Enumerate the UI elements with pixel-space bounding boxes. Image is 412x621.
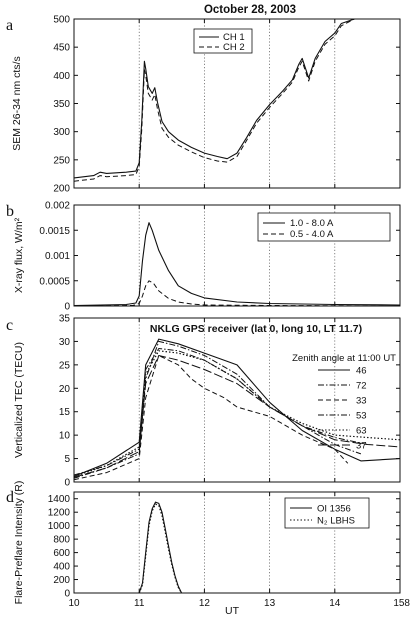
y-axis-label: Flare-Preflare Intensity (R) [13,481,25,605]
y-tick-label: 30 [59,337,71,348]
y-tick-label: 300 [53,127,70,138]
x-tick-label: 10 [68,598,80,609]
plot-frame [73,491,401,594]
y-tick-label: 500 [53,15,70,26]
x-tick-label: 12 [199,598,211,609]
y-tick-label: 800 [53,535,70,546]
panel-b: 0 0.0005 0.001 0.0015 0.002 X-ray flux, W/m²b… [6,201,401,313]
legend-label: 72 [356,381,367,392]
legend-label: 37 [356,441,367,452]
y-tick-label: 200 [53,575,70,586]
panel-letter: b [6,203,14,220]
y-tick-label: 0 [64,478,70,489]
series-line [74,222,400,306]
panel-letter: c [6,317,13,334]
legend: CH 1CH 2 [193,28,253,54]
y-tick-label: 35 [59,314,71,325]
y-tick-label: 0 [64,302,70,313]
y-tick-label: 1400 [48,494,71,505]
x-tick-label: 158 [393,598,410,609]
legend: 1.0 - 8.0 A0.5 - 4.0 A [257,212,391,242]
series-line [74,355,400,478]
y-tick-label: 600 [53,548,70,559]
y-tick-label: 200 [53,184,70,195]
panel-a: 200 250 300 350 400 450 500 SEM 26-34 nm cts/s a… [6,15,401,195]
panel-d: 0 200 400 600 800 1000 1200 1400 Flare-Preflare … [6,481,401,605]
legend-label: 0.5 - 4.0 A [290,229,334,240]
panel-letter: a [6,17,13,34]
y-axis-label: X-ray flux, W/m² [13,217,25,293]
series-line [138,503,183,593]
x-tick-labels: 10 11 12 13 14 158 [68,598,410,609]
y-tick-label: 0.001 [45,251,70,262]
legend-label: 63 [356,426,367,437]
panel-letter: d [6,489,14,506]
y-tick-label: 450 [53,43,70,54]
legend-title: Zenith angle at 11:00 UT [292,353,396,364]
y-tick-label: 25 [59,360,71,371]
legend-label: 46 [356,366,367,377]
legend-label: 33 [356,396,367,407]
y-tick-label: 0.002 [45,201,70,212]
y-tick-label: 0 [64,589,70,600]
x-tick-label: 14 [329,598,341,609]
y-tick-label: 1200 [48,508,71,519]
series-line [138,501,183,593]
series-line [74,340,362,479]
y-tick-label: 20 [59,384,71,395]
legend-label: 53 [356,411,367,422]
y-tick-label: 400 [53,71,70,82]
panel-c: 0 5 10 15 20 25 30 35 Verticalized TEC (TECU)c NK… [6,314,401,489]
series-group [74,222,400,306]
x-tick-label: 13 [264,598,276,609]
series-group [138,501,183,593]
figure-title: October 28, 2003 [204,4,296,16]
y-axis-label: Verticalized TEC (TECU) [13,342,25,458]
y-tick-label: 250 [53,155,70,166]
y-axis-label: SEM 26-34 nm cts/s [11,56,23,151]
y-tick-label: 10 [59,431,71,442]
y-tick-label: 0.0005 [39,276,70,287]
y-tick-label: 5 [64,454,70,465]
series-group [74,338,400,481]
panel-title: NKLG GPS receiver (lat 0, long 10, LT 11… [150,323,362,335]
x-tick-label: 11 [134,598,145,609]
y-tick-label: 0.0015 [39,226,70,237]
series-line [74,19,355,182]
legend-box [284,497,370,529]
legend-label: CH 1 [223,32,245,43]
legend-box [257,212,391,242]
series-line [74,338,400,477]
legend-label: CH 2 [223,42,245,53]
legend-label: OI 1356 [317,504,351,515]
y-tick-label: 1000 [48,521,71,532]
legend: Zenith angle at 11:00 UT 46 72 33 53 63 37 [292,353,396,452]
series-line [74,280,400,306]
y-tick-label: 350 [53,99,70,110]
series-line [74,350,400,477]
legend-label: N₂ LBHS [317,516,355,527]
y-tick-label: 400 [53,562,70,573]
y-tick-label: 15 [59,407,71,418]
legend-box [193,28,253,54]
series-group [74,19,355,182]
legend-label: 1.0 - 8.0 A [290,218,334,229]
x-axis-label: UT [225,605,240,617]
plot-frame [73,317,401,483]
series-line [74,19,355,179]
